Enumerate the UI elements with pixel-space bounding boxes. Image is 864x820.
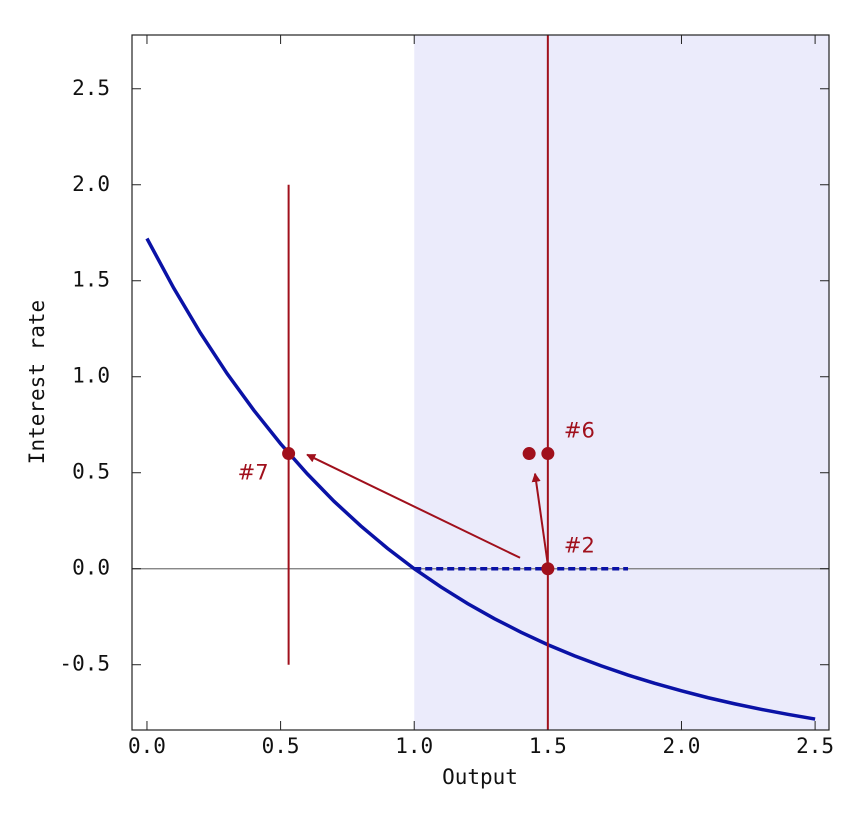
y-tick-label: 2.5 — [72, 76, 110, 100]
point — [541, 562, 555, 576]
x-axis-title: Output — [442, 765, 518, 789]
arrow — [531, 472, 549, 566]
x-tick-label: 2.5 — [796, 734, 834, 758]
curve — [145, 237, 816, 721]
x-tick-label: 0.0 — [128, 734, 166, 758]
point-label: #6 — [564, 419, 595, 443]
x-tick-label: 1.0 — [395, 734, 433, 758]
y-tick-label: 0.5 — [72, 460, 110, 484]
point — [541, 447, 555, 461]
point — [282, 447, 296, 461]
plot-frame — [131, 34, 830, 731]
y-tick-label: 0.0 — [72, 556, 110, 580]
x-tick-label: 2.0 — [663, 734, 701, 758]
shaded-region — [414, 35, 829, 730]
y-tick-label: 1.0 — [72, 364, 110, 388]
y-tick-label: 2.0 — [72, 172, 110, 196]
y-tick-label: 1.5 — [72, 268, 110, 292]
x-tick-label: 1.5 — [529, 734, 567, 758]
y-tick-label: -0.5 — [59, 652, 110, 676]
point — [522, 447, 536, 461]
arrow — [306, 453, 521, 559]
y-axis-title: Interest rate — [25, 300, 49, 464]
x-tick-label: 0.5 — [262, 734, 300, 758]
point-label: #7 — [238, 461, 269, 485]
point-label: #2 — [564, 534, 595, 558]
